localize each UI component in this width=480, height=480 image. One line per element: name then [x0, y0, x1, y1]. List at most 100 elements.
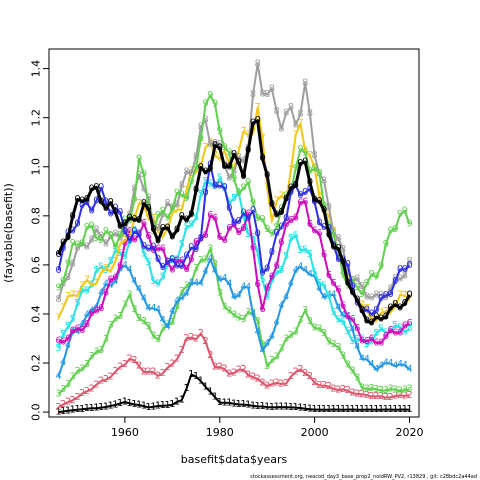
series-point-label: 8: [217, 139, 223, 150]
series-point-label: 0: [155, 235, 161, 246]
series-point-label: 0: [60, 243, 66, 254]
series-point-label: 5: [155, 279, 161, 290]
series-point-label: 5: [183, 221, 189, 232]
series-point-label: 9: [117, 230, 123, 241]
series-point-label: 8: [65, 272, 71, 283]
series-point-label: 6: [160, 244, 166, 255]
series-point-label: 8: [183, 167, 189, 178]
series-point-label: 0: [311, 197, 317, 208]
series-point-label: 7: [89, 280, 95, 291]
series-point-label: 6: [269, 272, 275, 283]
series-point-label: 1: [236, 399, 242, 410]
series-point-label: 4: [373, 364, 379, 375]
series-point-label: 6: [150, 245, 156, 256]
series-point-label: 1: [255, 401, 261, 412]
series-point-label: 3: [392, 384, 398, 395]
series-point-label: 0: [288, 182, 294, 193]
series-point-label: 4: [278, 300, 284, 311]
series-point-label: 5: [193, 213, 199, 224]
series-point-label: 5: [98, 261, 104, 272]
series-point-label: 4: [240, 281, 246, 292]
series-point-label: 5: [122, 251, 128, 262]
series-point-label: 3: [70, 372, 76, 383]
series-point-label: 0: [406, 290, 412, 301]
series-point-label: 8: [74, 243, 80, 254]
series-point-label: 1: [250, 400, 256, 411]
series-point-label: 2: [108, 372, 114, 383]
series-point-label: 0: [150, 224, 156, 235]
series-point-label: 0: [74, 218, 80, 229]
series-point-label: 7: [240, 126, 246, 137]
series-point-label: 9: [354, 282, 360, 293]
series-point-label: 9: [373, 272, 379, 283]
series-point-label: 3: [269, 355, 275, 366]
series-point-label: 8: [103, 238, 109, 249]
series-point-label: 6: [84, 319, 90, 330]
series-point-label: 4: [364, 354, 370, 365]
series-point-label: 8: [274, 106, 280, 117]
series-point-label: 0: [103, 197, 109, 208]
series-line: [57, 177, 411, 349]
series-point-label: 2: [278, 378, 284, 389]
series-point-label: 1: [259, 401, 265, 412]
series-point-label: 1: [326, 404, 332, 415]
series-point-label: 3: [321, 328, 327, 339]
series-point-label: 3: [212, 259, 218, 270]
series-point-label: 8: [155, 223, 161, 234]
series-point-label: 6: [70, 326, 76, 337]
series-point-label: 0: [359, 305, 365, 316]
series-point-label: 1: [179, 395, 185, 406]
series-point-label: 1: [283, 402, 289, 413]
series-point-label: 9: [217, 126, 223, 137]
series-point-label: 4: [202, 266, 208, 277]
series-point-label: 0: [226, 203, 232, 214]
series-point-label: 5: [397, 322, 403, 333]
series-point-label: 0: [278, 207, 284, 218]
series-point-label: 6: [326, 270, 332, 281]
series-point-label: 1: [240, 399, 246, 410]
series-point-label: 3: [207, 244, 213, 255]
series-point-label: 1: [217, 397, 223, 408]
series-point-label: 8: [145, 192, 151, 203]
series-point-label: 7: [74, 290, 80, 301]
series-point-label: 6: [207, 210, 213, 221]
series-point-label: 0: [207, 163, 213, 174]
series-point-label: 5: [150, 276, 156, 287]
series-point-label: 8: [359, 281, 365, 292]
series-point-label: 6: [359, 336, 365, 347]
series-point-label: 0: [340, 256, 346, 267]
series-point-label: 3: [378, 385, 384, 396]
series-point-label: 0: [126, 213, 132, 224]
series-5: 6666666666666666666666666666666666666666…: [55, 196, 412, 348]
series-point-label: 2: [207, 350, 213, 361]
series-point-label: 5: [103, 265, 109, 276]
series-point-label: 7: [269, 215, 275, 226]
series-point-label: 2: [345, 385, 351, 396]
series-point-label: 2: [70, 395, 76, 406]
series-point-label: 5: [340, 317, 346, 328]
series-point-label: 1: [364, 404, 370, 415]
series-point-label: 0: [345, 259, 351, 270]
series-point-label: 9: [236, 188, 242, 199]
series-point-label: 3: [117, 311, 123, 322]
series-point-label: 2: [264, 381, 270, 392]
series-point-label: 4: [221, 273, 227, 284]
series-point-label: 1: [321, 404, 327, 415]
series-point-label: 2: [93, 379, 99, 390]
series-point-label: 5: [108, 256, 114, 267]
series-point-label: 4: [311, 271, 317, 282]
series-point-label: 6: [103, 287, 109, 298]
series-point-label: 3: [364, 384, 370, 395]
series-point-label: 5: [74, 298, 80, 309]
series-point-label: 3: [297, 315, 303, 326]
series-point-label: 9: [74, 239, 80, 250]
series-point-label: 1: [278, 402, 284, 413]
series-point-label: 0: [264, 264, 270, 275]
series-point-label: 4: [155, 305, 161, 316]
series-point-label: 2: [402, 390, 408, 401]
series-point-label: 0: [364, 304, 370, 315]
series-point-label: 4: [264, 338, 270, 349]
series-point-label: 7: [278, 190, 284, 201]
series-point-label: 0: [55, 249, 61, 260]
series-point-label: 3: [131, 304, 137, 315]
